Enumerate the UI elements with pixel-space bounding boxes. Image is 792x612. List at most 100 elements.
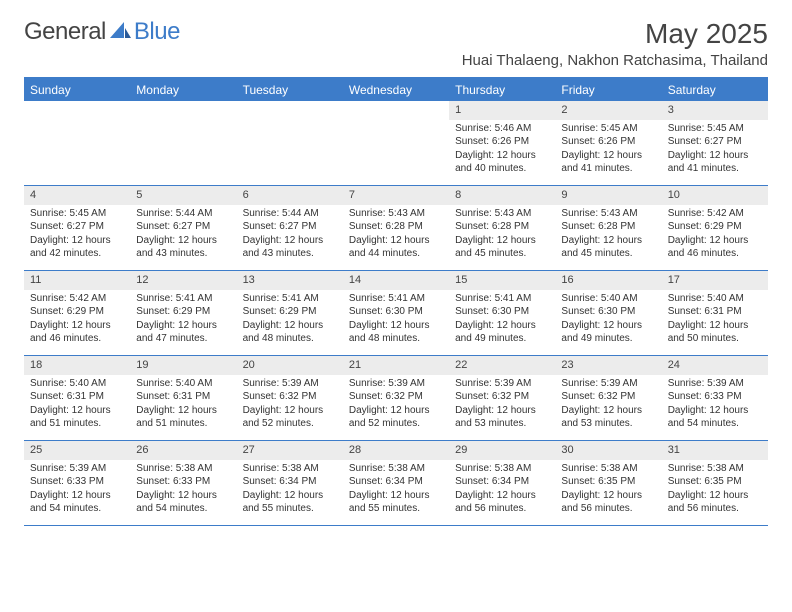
day-cell: 17Sunrise: 5:40 AMSunset: 6:31 PMDayligh…	[662, 271, 768, 355]
day-cell	[130, 101, 236, 185]
day-content: Sunrise: 5:45 AMSunset: 6:27 PMDaylight:…	[662, 120, 768, 180]
day-content: Sunrise: 5:40 AMSunset: 6:31 PMDaylight:…	[130, 375, 236, 435]
sunset-text: Sunset: 6:32 PM	[243, 390, 337, 404]
day-content: Sunrise: 5:41 AMSunset: 6:29 PMDaylight:…	[130, 290, 236, 350]
location-subtitle: Huai Thalaeng, Nakhon Ratchasima, Thaila…	[24, 52, 768, 69]
sunset-text: Sunset: 6:26 PM	[455, 135, 549, 149]
day-cell: 14Sunrise: 5:41 AMSunset: 6:30 PMDayligh…	[343, 271, 449, 355]
week-row: 25Sunrise: 5:39 AMSunset: 6:33 PMDayligh…	[24, 441, 768, 526]
sunset-text: Sunset: 6:29 PM	[243, 305, 337, 319]
day-cell: 1 Sunrise: 5:46 AMSunset: 6:26 PMDaylight…	[449, 101, 555, 185]
day-content: Sunrise: 5:44 AMSunset: 6:27 PMDaylight:…	[237, 205, 343, 265]
day-cell: 8Sunrise: 5:43 AMSunset: 6:28 PMDaylight…	[449, 186, 555, 270]
daylight-text: Daylight: 12 hours and 51 minutes.	[136, 404, 230, 431]
day-content: Sunrise: 5:41 AMSunset: 6:30 PMDaylight:…	[343, 290, 449, 350]
sunrise-text: Sunrise: 5:40 AM	[136, 377, 230, 391]
sunrise-text: Sunrise: 5:46 AM	[455, 122, 549, 136]
sunset-text: Sunset: 6:29 PM	[668, 220, 762, 234]
sunrise-text: Sunrise: 5:38 AM	[349, 462, 443, 476]
day-cell: 23Sunrise: 5:39 AMSunset: 6:32 PMDayligh…	[555, 356, 661, 440]
day-cell: 16Sunrise: 5:40 AMSunset: 6:30 PMDayligh…	[555, 271, 661, 355]
day-cell: 3Sunrise: 5:45 AMSunset: 6:27 PMDaylight…	[662, 101, 768, 185]
day-content: Sunrise: 5:42 AMSunset: 6:29 PMDaylight:…	[662, 205, 768, 265]
weekday-header: Sunday	[24, 79, 130, 101]
day-content: Sunrise: 5:41 AMSunset: 6:29 PMDaylight:…	[237, 290, 343, 350]
daylight-text: Daylight: 12 hours and 56 minutes.	[668, 489, 762, 516]
sunset-text: Sunset: 6:29 PM	[30, 305, 124, 319]
sunrise-text: Sunrise: 5:38 AM	[243, 462, 337, 476]
daylight-text: Daylight: 12 hours and 46 minutes.	[668, 234, 762, 261]
sunrise-text: Sunrise: 5:40 AM	[561, 292, 655, 306]
daylight-text: Daylight: 12 hours and 50 minutes.	[668, 319, 762, 346]
sunrise-text: Sunrise: 5:40 AM	[30, 377, 124, 391]
sunrise-text: Sunrise: 5:39 AM	[30, 462, 124, 476]
sunset-text: Sunset: 6:35 PM	[561, 475, 655, 489]
day-number: 28	[343, 441, 449, 460]
day-content: Sunrise: 5:38 AMSunset: 6:35 PMDaylight:…	[662, 460, 768, 520]
day-content: Sunrise: 5:42 AMSunset: 6:29 PMDaylight:…	[24, 290, 130, 350]
day-number: 18	[24, 356, 130, 375]
day-cell: 30Sunrise: 5:38 AMSunset: 6:35 PMDayligh…	[555, 441, 661, 525]
sunrise-text: Sunrise: 5:43 AM	[561, 207, 655, 221]
day-number: 1	[449, 101, 555, 120]
day-cell: 9Sunrise: 5:43 AMSunset: 6:28 PMDaylight…	[555, 186, 661, 270]
sunrise-text: Sunrise: 5:45 AM	[30, 207, 124, 221]
day-number: 8	[449, 186, 555, 205]
day-number: 27	[237, 441, 343, 460]
day-content: Sunrise: 5:38 AMSunset: 6:34 PMDaylight:…	[449, 460, 555, 520]
day-cell: 21Sunrise: 5:39 AMSunset: 6:32 PMDayligh…	[343, 356, 449, 440]
sunset-text: Sunset: 6:31 PM	[30, 390, 124, 404]
daylight-text: Daylight: 12 hours and 46 minutes.	[30, 319, 124, 346]
sunset-text: Sunset: 6:28 PM	[455, 220, 549, 234]
logo: General Blue	[24, 18, 180, 46]
day-content: Sunrise: 5:43 AMSunset: 6:28 PMDaylight:…	[343, 205, 449, 265]
day-content: Sunrise: 5:39 AMSunset: 6:32 PMDaylight:…	[555, 375, 661, 435]
sunrise-text: Sunrise: 5:39 AM	[243, 377, 337, 391]
day-number: 31	[662, 441, 768, 460]
daylight-text: Daylight: 12 hours and 47 minutes.	[136, 319, 230, 346]
weekday-header: Tuesday	[237, 79, 343, 101]
daylight-text: Daylight: 12 hours and 53 minutes.	[455, 404, 549, 431]
day-number	[237, 101, 343, 105]
daylight-text: Daylight: 12 hours and 55 minutes.	[243, 489, 337, 516]
sunrise-text: Sunrise: 5:45 AM	[561, 122, 655, 136]
sunrise-text: Sunrise: 5:42 AM	[668, 207, 762, 221]
week-row: 1Sunrise: 5:46 AMSunset: 6:26 PMDaylight…	[24, 101, 768, 186]
sunset-text: Sunset: 6:28 PM	[349, 220, 443, 234]
day-content: Sunrise: 5:39 AMSunset: 6:32 PMDaylight:…	[449, 375, 555, 435]
day-number: 22	[449, 356, 555, 375]
daylight-text: Daylight: 12 hours and 56 minutes.	[561, 489, 655, 516]
day-number: 11	[24, 271, 130, 290]
header-row: General Blue May 2025	[24, 18, 768, 50]
daylight-text: Daylight: 12 hours and 45 minutes.	[455, 234, 549, 261]
day-cell: 19Sunrise: 5:40 AMSunset: 6:31 PMDayligh…	[130, 356, 236, 440]
day-number: 23	[555, 356, 661, 375]
day-content: Sunrise: 5:40 AMSunset: 6:31 PMDaylight:…	[24, 375, 130, 435]
day-number: 4	[24, 186, 130, 205]
day-cell: 15Sunrise: 5:41 AMSunset: 6:30 PMDayligh…	[449, 271, 555, 355]
calendar: Sunday Monday Tuesday Wednesday Thursday…	[24, 77, 768, 526]
day-cell: 26Sunrise: 5:38 AMSunset: 6:33 PMDayligh…	[130, 441, 236, 525]
day-number: 12	[130, 271, 236, 290]
day-cell: 11Sunrise: 5:42 AMSunset: 6:29 PMDayligh…	[24, 271, 130, 355]
sunrise-text: Sunrise: 5:43 AM	[455, 207, 549, 221]
sunrise-text: Sunrise: 5:39 AM	[349, 377, 443, 391]
sunset-text: Sunset: 6:34 PM	[243, 475, 337, 489]
day-number: 30	[555, 441, 661, 460]
sunrise-text: Sunrise: 5:43 AM	[349, 207, 443, 221]
day-cell: 10Sunrise: 5:42 AMSunset: 6:29 PMDayligh…	[662, 186, 768, 270]
day-cell: 12Sunrise: 5:41 AMSunset: 6:29 PMDayligh…	[130, 271, 236, 355]
daylight-text: Daylight: 12 hours and 40 minutes.	[455, 149, 549, 176]
daylight-text: Daylight: 12 hours and 43 minutes.	[243, 234, 337, 261]
sunset-text: Sunset: 6:27 PM	[668, 135, 762, 149]
daylight-text: Daylight: 12 hours and 43 minutes.	[136, 234, 230, 261]
weekday-header: Friday	[555, 79, 661, 101]
day-number: 25	[24, 441, 130, 460]
sunset-text: Sunset: 6:30 PM	[455, 305, 549, 319]
day-content: Sunrise: 5:39 AMSunset: 6:32 PMDaylight:…	[343, 375, 449, 435]
day-content: Sunrise: 5:43 AMSunset: 6:28 PMDaylight:…	[449, 205, 555, 265]
sunset-text: Sunset: 6:32 PM	[349, 390, 443, 404]
day-number: 15	[449, 271, 555, 290]
day-number: 2	[555, 101, 661, 120]
daylight-text: Daylight: 12 hours and 41 minutes.	[561, 149, 655, 176]
